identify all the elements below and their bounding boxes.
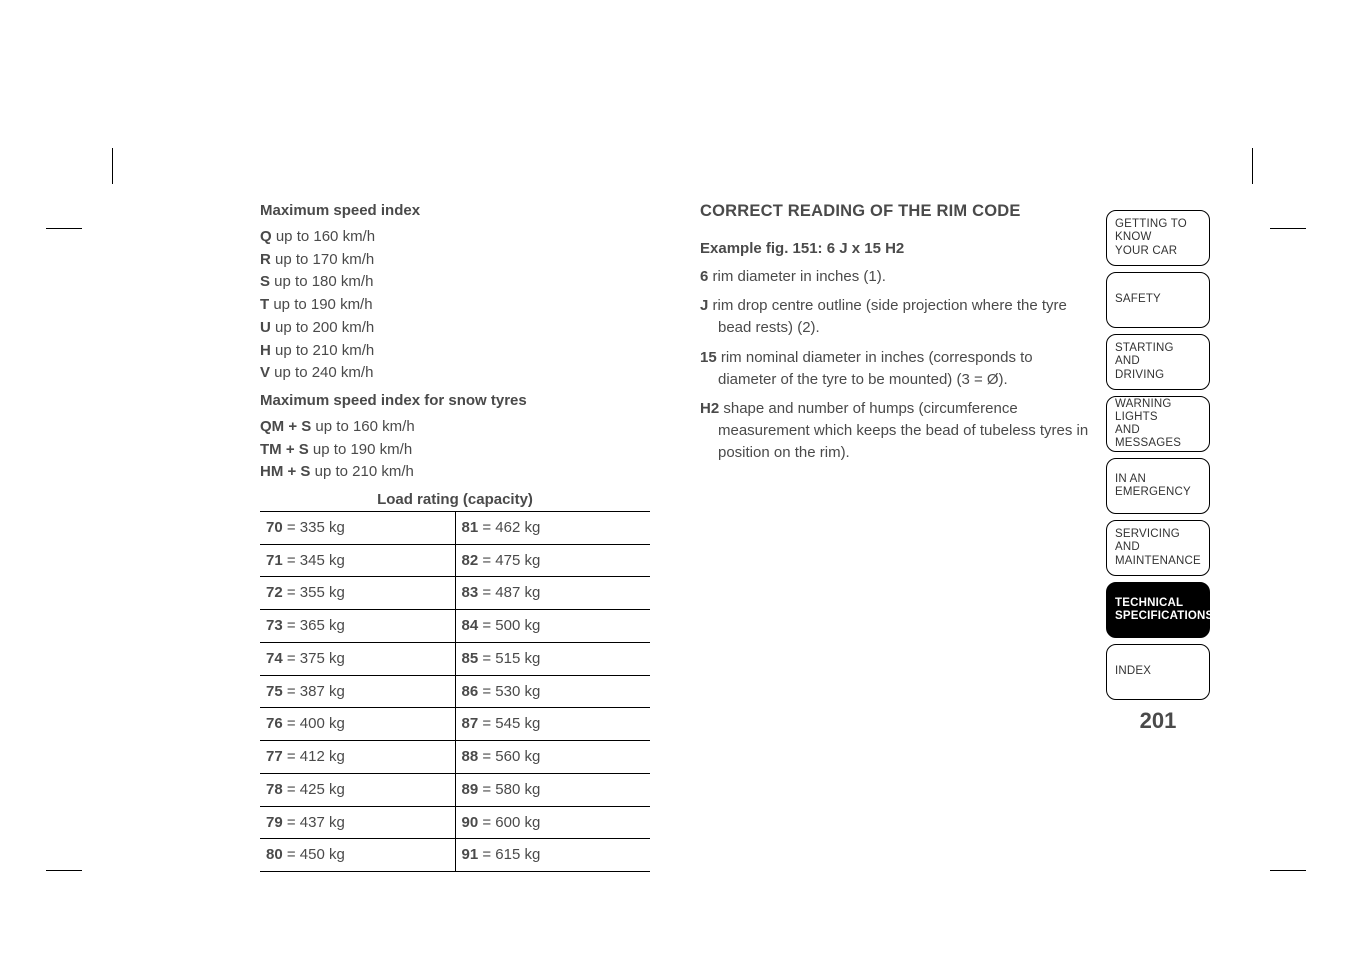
sidebar-tab[interactable]: INDEX bbox=[1106, 644, 1210, 700]
crop-mark bbox=[1270, 870, 1306, 871]
load-cell: 71 = 345 kg bbox=[260, 544, 455, 577]
sidebar-tab-label: IN AN EMERGENCY bbox=[1115, 473, 1201, 499]
load-cell: 88 = 560 kg bbox=[455, 741, 650, 774]
load-cell: 72 = 355 kg bbox=[260, 577, 455, 610]
load-cell: 76 = 400 kg bbox=[260, 708, 455, 741]
crop-mark bbox=[46, 228, 82, 229]
table-row: 73 = 365 kg84 = 500 kg bbox=[260, 610, 650, 643]
sidebar-tab-label: DRIVING bbox=[1115, 369, 1201, 382]
load-cell: 84 = 500 kg bbox=[455, 610, 650, 643]
sidebar-tab[interactable]: WARNING LIGHTSAND MESSAGES bbox=[1106, 396, 1210, 452]
sidebar-tab[interactable]: TECHNICALSPECIFICATIONS bbox=[1106, 582, 1210, 638]
sidebar-tab-label: YOUR CAR bbox=[1115, 245, 1201, 258]
crop-mark bbox=[1252, 148, 1253, 184]
table-row: 74 = 375 kg85 = 515 kg bbox=[260, 642, 650, 675]
right-column: CORRECT READING OF THE RIM CODE Example … bbox=[700, 200, 1090, 872]
table-row: 80 = 450 kg91 = 615 kg bbox=[260, 839, 650, 872]
load-caption: Load rating (capacity) bbox=[260, 489, 650, 511]
crop-mark bbox=[1270, 228, 1306, 229]
sidebar-tab[interactable]: IN AN EMERGENCY bbox=[1106, 458, 1210, 514]
load-cell: 70 = 335 kg bbox=[260, 511, 455, 544]
load-cell: 79 = 437 kg bbox=[260, 806, 455, 839]
snow-index-line: TM + S up to 190 km/h bbox=[260, 439, 650, 461]
load-cell: 83 = 487 kg bbox=[455, 577, 650, 610]
sidebar-tab[interactable]: GETTING TO KNOWYOUR CAR bbox=[1106, 210, 1210, 266]
sidebar-tab[interactable]: SERVICING ANDMAINTENANCE bbox=[1106, 520, 1210, 576]
page-number: 201 bbox=[1106, 708, 1210, 734]
sidebar: GETTING TO KNOWYOUR CAR SAFETY STARTING AN… bbox=[1106, 210, 1210, 734]
max-speed-heading: Maximum speed index bbox=[260, 200, 650, 222]
table-row: 79 = 437 kg90 = 600 kg bbox=[260, 806, 650, 839]
speed-index-line: H up to 210 km/h bbox=[260, 340, 650, 362]
speed-index-line: R up to 170 km/h bbox=[260, 249, 650, 271]
table-row: 77 = 412 kg88 = 560 kg bbox=[260, 741, 650, 774]
load-cell: 74 = 375 kg bbox=[260, 642, 455, 675]
table-row: 76 = 400 kg87 = 545 kg bbox=[260, 708, 650, 741]
load-cell: 85 = 515 kg bbox=[455, 642, 650, 675]
left-column: Maximum speed index Q up to 160 km/hR up… bbox=[260, 200, 650, 872]
rim-code-item: H2 shape and number of humps (circumfere… bbox=[700, 398, 1090, 463]
snow-index-line: QM + S up to 160 km/h bbox=[260, 416, 650, 438]
load-cell: 78 = 425 kg bbox=[260, 773, 455, 806]
load-cell: 91 = 615 kg bbox=[455, 839, 650, 872]
sidebar-tab-label: SERVICING AND bbox=[1115, 528, 1201, 554]
crop-mark bbox=[112, 148, 113, 184]
load-cell: 77 = 412 kg bbox=[260, 741, 455, 774]
load-table: 70 = 335 kg81 = 462 kg71 = 345 kg82 = 47… bbox=[260, 511, 650, 872]
rim-code-item: 6 rim diameter in inches (1). bbox=[700, 266, 1090, 288]
load-cell: 82 = 475 kg bbox=[455, 544, 650, 577]
sidebar-tab-label: STARTING AND bbox=[1115, 342, 1201, 368]
sidebar-tab-label: SPECIFICATIONS bbox=[1115, 610, 1201, 623]
load-cell: 80 = 450 kg bbox=[260, 839, 455, 872]
sidebar-tab[interactable]: SAFETY bbox=[1106, 272, 1210, 328]
sidebar-tab-label: WARNING LIGHTS bbox=[1115, 398, 1201, 424]
rim-example: Example fig. 151: 6 J x 15 H2 bbox=[700, 238, 1090, 260]
rim-code-item: 15 rim nominal diameter in inches (corre… bbox=[700, 347, 1090, 391]
sidebar-tab-label: SAFETY bbox=[1115, 293, 1201, 306]
load-cell: 87 = 545 kg bbox=[455, 708, 650, 741]
table-row: 70 = 335 kg81 = 462 kg bbox=[260, 511, 650, 544]
load-cell: 90 = 600 kg bbox=[455, 806, 650, 839]
speed-index-line: V up to 240 km/h bbox=[260, 362, 650, 384]
speed-index-line: U up to 200 km/h bbox=[260, 317, 650, 339]
sidebar-tab-label: AND MESSAGES bbox=[1115, 424, 1201, 450]
page-content: Maximum speed index Q up to 160 km/hR up… bbox=[260, 200, 1090, 872]
speed-index-line: Q up to 160 km/h bbox=[260, 226, 650, 248]
load-cell: 73 = 365 kg bbox=[260, 610, 455, 643]
table-row: 72 = 355 kg83 = 487 kg bbox=[260, 577, 650, 610]
rim-code-item: J rim drop centre outline (side projecti… bbox=[700, 295, 1090, 339]
load-cell: 81 = 462 kg bbox=[455, 511, 650, 544]
load-cell: 89 = 580 kg bbox=[455, 773, 650, 806]
load-cell: 86 = 530 kg bbox=[455, 675, 650, 708]
rim-heading: CORRECT READING OF THE RIM CODE bbox=[700, 200, 1090, 224]
sidebar-tab[interactable]: STARTING ANDDRIVING bbox=[1106, 334, 1210, 390]
table-row: 78 = 425 kg89 = 580 kg bbox=[260, 773, 650, 806]
table-row: 75 = 387 kg86 = 530 kg bbox=[260, 675, 650, 708]
crop-mark bbox=[46, 870, 82, 871]
sidebar-tab-label: MAINTENANCE bbox=[1115, 555, 1201, 568]
sidebar-tab-label: TECHNICAL bbox=[1115, 597, 1201, 610]
speed-index-line: T up to 190 km/h bbox=[260, 294, 650, 316]
sidebar-tab-label: INDEX bbox=[1115, 665, 1201, 678]
snow-index-line: HM + S up to 210 km/h bbox=[260, 461, 650, 483]
sidebar-tab-label: GETTING TO KNOW bbox=[1115, 218, 1201, 244]
snow-heading: Maximum speed index for snow tyres bbox=[260, 390, 650, 412]
table-row: 71 = 345 kg82 = 475 kg bbox=[260, 544, 650, 577]
load-cell: 75 = 387 kg bbox=[260, 675, 455, 708]
speed-index-line: S up to 180 km/h bbox=[260, 271, 650, 293]
